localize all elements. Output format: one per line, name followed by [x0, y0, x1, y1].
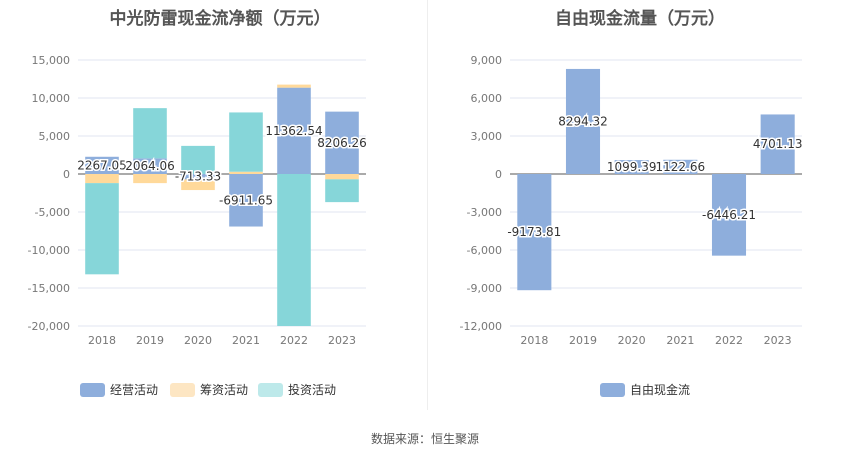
data-label: 8294.32	[558, 114, 608, 128]
y-tick-label: -5,000	[35, 206, 70, 219]
y-tick-label: 5,000	[39, 130, 71, 143]
data-label: 2064.06	[125, 159, 175, 173]
y-tick-label: -3,000	[467, 206, 502, 219]
legend-label[interactable]: 经营活动	[110, 383, 158, 397]
right-chart-title: 自由现金流量（万元）	[555, 9, 725, 29]
bar[interactable]	[85, 174, 119, 184]
legend-swatch[interactable]	[170, 383, 195, 397]
x-tick-label: 2019	[569, 334, 597, 347]
legend-swatch[interactable]	[80, 383, 105, 397]
data-label: 1122.66	[656, 160, 706, 174]
left-chart-title: 中光防雷现金流净额（万元）	[109, 9, 331, 29]
y-tick-label: 0	[63, 168, 70, 181]
data-label: -6446.21	[702, 208, 756, 222]
bar[interactable]	[614, 160, 649, 174]
x-tick-label: 2021	[232, 334, 260, 347]
legend-label[interactable]: 投资活动	[288, 382, 336, 397]
data-label: -713.33	[175, 170, 221, 184]
bar[interactable]	[181, 174, 215, 180]
bar[interactable]	[229, 112, 263, 172]
data-label: 8206.26	[317, 136, 367, 150]
bar[interactable]	[325, 111, 359, 174]
x-tick-label: 2022	[280, 334, 308, 347]
x-tick-label: 2021	[666, 334, 694, 347]
bar[interactable]	[663, 159, 698, 174]
bar[interactable]	[181, 145, 215, 174]
data-label: 11362.54	[265, 124, 322, 138]
bar[interactable]	[277, 84, 311, 88]
bar[interactable]	[517, 174, 552, 291]
bar[interactable]	[277, 87, 311, 174]
data-label: 2267.05	[77, 158, 127, 172]
bar[interactable]	[229, 174, 263, 227]
data-label: 1099.39	[607, 160, 657, 174]
bar[interactable]	[133, 158, 167, 174]
x-tick-label: 2018	[88, 334, 116, 347]
bar[interactable]	[325, 179, 359, 203]
y-tick-label: -20,000	[28, 320, 70, 333]
bar[interactable]	[85, 156, 119, 174]
y-tick-label: 15,000	[32, 54, 71, 67]
bar[interactable]	[711, 174, 747, 256]
bar[interactable]	[325, 174, 359, 180]
bar[interactable]	[277, 174, 311, 326]
y-tick-label: -10,000	[28, 244, 70, 257]
data-label: 4701.13	[753, 137, 803, 151]
x-tick-label: 2020	[184, 334, 212, 347]
data-label: -9173.81	[507, 225, 561, 239]
y-tick-label: 10,000	[32, 92, 71, 105]
divider	[427, 0, 428, 410]
data-label: -6911.65	[219, 193, 273, 207]
y-tick-label: 6,000	[471, 92, 503, 105]
y-tick-label: 0	[495, 168, 502, 181]
bar[interactable]	[133, 174, 167, 184]
legend-swatch[interactable]	[600, 383, 625, 397]
bar[interactable]	[133, 108, 167, 159]
y-tick-label: -12,000	[460, 320, 502, 333]
legend-swatch[interactable]	[258, 383, 283, 397]
bar[interactable]	[85, 183, 119, 275]
y-tick-label: -6,000	[467, 244, 502, 257]
y-tick-label: -9,000	[467, 282, 502, 295]
x-tick-label: 2019	[136, 334, 164, 347]
x-tick-label: 2023	[764, 334, 792, 347]
bar[interactable]	[565, 68, 601, 174]
legend-label[interactable]: 自由现金流	[630, 382, 690, 397]
legend-label[interactable]: 筹资活动	[200, 383, 248, 397]
x-tick-label: 2023	[328, 334, 356, 347]
y-tick-label: 3,000	[471, 130, 503, 143]
x-tick-label: 2018	[520, 334, 548, 347]
bar[interactable]	[229, 171, 263, 174]
bar[interactable]	[760, 114, 795, 174]
y-tick-label: -15,000	[28, 282, 70, 295]
source-note: 数据来源：恒生聚源	[370, 432, 479, 446]
y-tick-label: 9,000	[471, 54, 503, 67]
x-tick-label: 2020	[618, 334, 646, 347]
x-tick-label: 2022	[715, 334, 743, 347]
bar[interactable]	[181, 179, 215, 191]
